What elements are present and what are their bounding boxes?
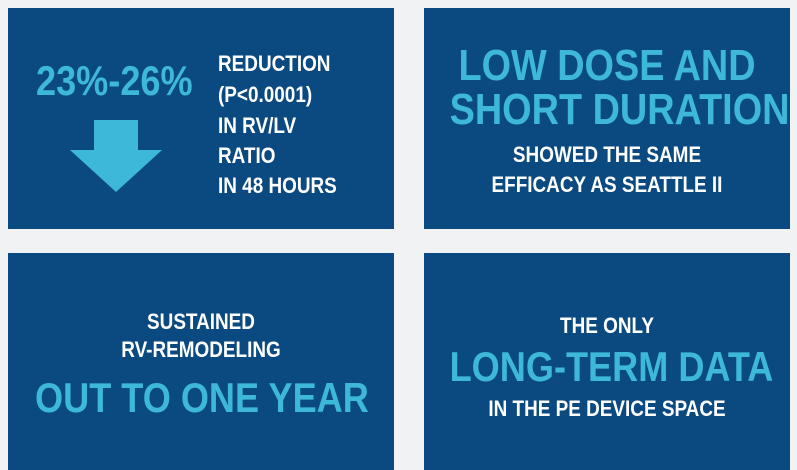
text-line: EFFICACY AS SEATTLE II xyxy=(491,172,723,197)
highlight: SHORT DURATION xyxy=(449,85,790,134)
text-line: (P<0.0001) xyxy=(218,82,313,107)
text-line: IN RV/LV xyxy=(218,113,297,138)
text-line: SHOWED THE SAME xyxy=(512,142,702,167)
text-line: REDUCTION xyxy=(218,51,331,76)
highlight: LONG-TERM DATA xyxy=(449,343,774,390)
text-line: IN 48 HOURS xyxy=(218,173,337,198)
tile: 23%-26% REDUCTION (P<0.0001) IN RV/LV RA… xyxy=(8,8,394,229)
highlight: OUT TO ONE YEAR xyxy=(35,374,369,421)
text-line: RATIO xyxy=(218,143,276,168)
text-line: THE ONLY xyxy=(560,313,654,338)
text-line: SUSTAINED xyxy=(147,309,255,334)
text-line: RV-REMODELING xyxy=(121,337,281,362)
highlight: 23%-26% xyxy=(36,57,193,104)
tile: THE ONLY LONG-TERM DATA IN THE PE DEVICE… xyxy=(424,253,790,470)
down-arrow xyxy=(70,120,162,192)
text-line: IN THE PE DEVICE SPACE xyxy=(488,396,726,421)
highlight: LOW DOSE AND xyxy=(458,41,756,90)
tile: SUSTAINED RV-REMODELING OUT TO ONE YEAR xyxy=(8,253,394,470)
tile: LOW DOSE AND SHORT DURATION SHOWED THE S… xyxy=(424,8,790,229)
